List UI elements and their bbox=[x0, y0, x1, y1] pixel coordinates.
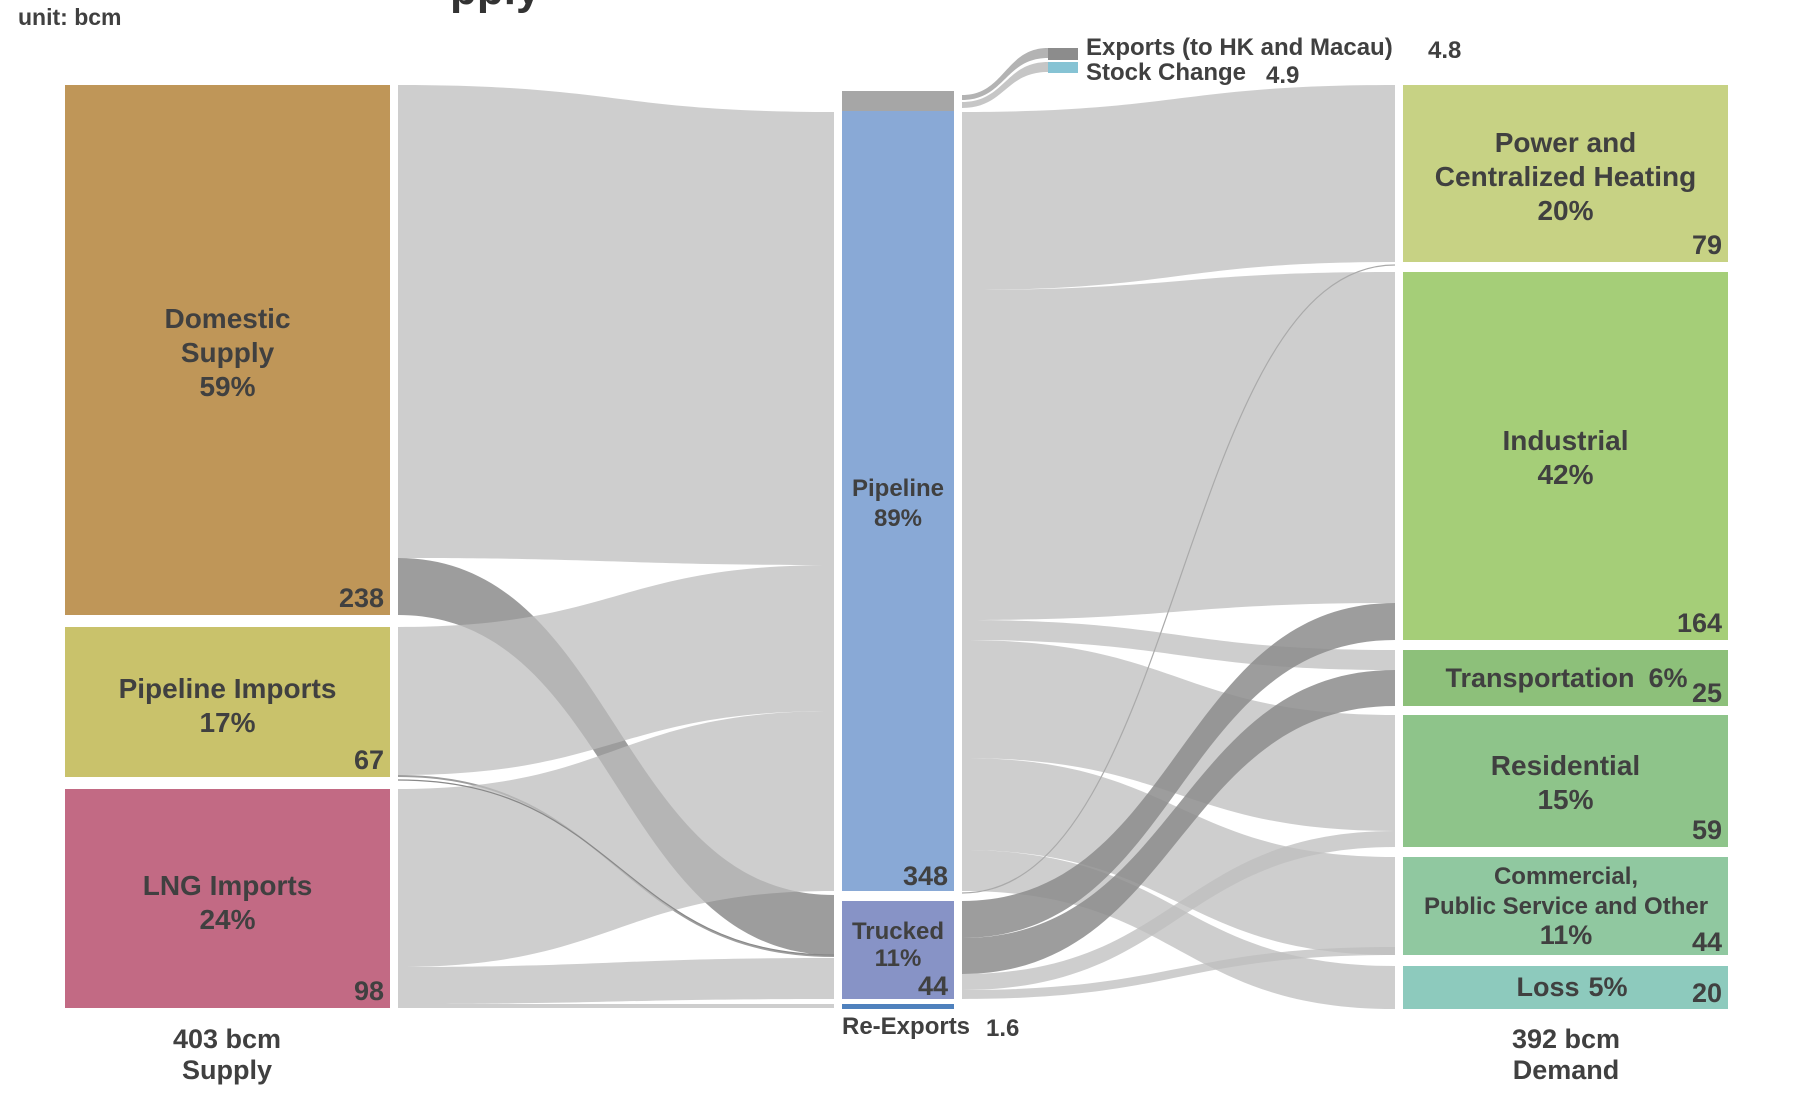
label-residential-value: 59 bbox=[1692, 815, 1722, 845]
flow-pipe-imp-trucked-line bbox=[397, 779, 835, 956]
label-power-name: Power and bbox=[1495, 127, 1637, 158]
label-commercial-pct: 11% bbox=[1540, 920, 1593, 950]
label-trucked-value: 44 bbox=[918, 971, 948, 1001]
flow-trucked-residential bbox=[962, 831, 1395, 990]
label-pipeline-pct: 89% bbox=[874, 505, 922, 532]
label-trucked-name: Trucked bbox=[852, 918, 944, 945]
node-loss bbox=[1403, 966, 1728, 1009]
label-loss-name: Loss bbox=[1516, 972, 1579, 1002]
label-commercial-value: 44 bbox=[1692, 927, 1722, 957]
flow-domestic-pipeline bbox=[398, 85, 834, 565]
node-transport bbox=[1403, 650, 1728, 706]
flow-pipeline-stock bbox=[962, 62, 1048, 108]
nodes bbox=[65, 48, 1728, 1009]
flow-trucked-commercial bbox=[962, 947, 1395, 999]
label-domestic-value: 238 bbox=[339, 583, 384, 613]
flow-links bbox=[397, 48, 1396, 1009]
label-lng-value: 98 bbox=[354, 976, 384, 1006]
label-pipe_imp-pct: 17% bbox=[199, 707, 255, 738]
label-industrial-value: 164 bbox=[1677, 608, 1722, 638]
label-trucked-pct: 11% bbox=[875, 945, 922, 972]
flow-pipeline-exports bbox=[962, 48, 1048, 100]
label-lng-pct: 24% bbox=[199, 904, 255, 935]
node-exports bbox=[1048, 48, 1078, 60]
node-pipeline bbox=[842, 111, 954, 891]
label-residential-pct: 15% bbox=[1537, 784, 1593, 815]
node-trucked bbox=[842, 901, 954, 999]
label-lng-name: LNG Imports bbox=[143, 870, 313, 901]
node-reexports bbox=[842, 1004, 954, 1009]
node-commercial bbox=[1403, 857, 1728, 955]
label-industrial-pct: 42% bbox=[1537, 459, 1593, 490]
label-exports-value: 4.8 bbox=[1428, 37, 1461, 64]
node-residential bbox=[1403, 715, 1728, 847]
label-power-name: Centralized Heating bbox=[1435, 161, 1696, 192]
flow-pipeline-commercial bbox=[962, 758, 1395, 955]
label-power-value: 79 bbox=[1692, 230, 1722, 260]
flow-trucked-power bbox=[961, 264, 1396, 894]
label-loss-value: 20 bbox=[1692, 978, 1722, 1008]
label-residential-name: Residential bbox=[1491, 750, 1640, 781]
chart-title-fragment: pply bbox=[450, 0, 541, 14]
flow-pipeline-residential bbox=[962, 640, 1395, 831]
label-industrial-name: Industrial bbox=[1502, 425, 1628, 456]
flow-trucked-transport bbox=[962, 670, 1395, 974]
label-stock-value: 4.9 bbox=[1266, 62, 1299, 89]
label-pipeline-value: 348 bbox=[903, 861, 948, 891]
label-stock-name: Stock Change bbox=[1086, 59, 1246, 86]
supply-total-label: Supply bbox=[182, 1055, 272, 1085]
node-stock bbox=[1048, 62, 1078, 73]
label-commercial-name: Commercial, bbox=[1494, 863, 1638, 890]
label-pipe_imp-name: Pipeline Imports bbox=[119, 673, 337, 704]
node-power bbox=[1403, 85, 1728, 262]
label-transport-value: 25 bbox=[1692, 678, 1722, 708]
label-reexports-name: Re-Exports bbox=[842, 1013, 970, 1040]
flow-lng-reexports bbox=[398, 1004, 834, 1008]
label-power-pct: 20% bbox=[1537, 195, 1593, 226]
flow-pipe-imp-pipeline bbox=[398, 565, 834, 775]
demand-total-value: 392 bcm bbox=[1512, 1024, 1620, 1054]
label-domestic-name: Domestic bbox=[164, 303, 290, 334]
flow-pipeline-industrial bbox=[962, 272, 1395, 620]
label-domestic-pct: 59% bbox=[199, 371, 255, 402]
label-commercial-name: Public Service and Other bbox=[1424, 893, 1708, 920]
demand-total-label: Demand bbox=[1513, 1055, 1620, 1085]
label-transport-pct: 6% bbox=[1648, 663, 1687, 693]
node-industrial bbox=[1403, 272, 1728, 640]
flow-lng-pipeline bbox=[398, 711, 834, 967]
label-reexports-value: 1.6 bbox=[986, 1015, 1019, 1042]
label-exports-name: Exports (to HK and Macau) bbox=[1086, 34, 1393, 61]
label-pipeline-name: Pipeline bbox=[852, 475, 944, 502]
flow-pipeline-power bbox=[962, 85, 1395, 290]
node-lng bbox=[65, 789, 390, 1008]
node-domestic bbox=[65, 85, 390, 615]
label-pipe_imp-value: 67 bbox=[354, 745, 384, 775]
supply-total-value: 403 bcm bbox=[173, 1024, 281, 1054]
flow-lng-trucked bbox=[398, 958, 834, 1004]
flow-trucked-industrial bbox=[962, 603, 1395, 938]
node-pipe_imp bbox=[65, 627, 390, 777]
label-loss-pct: 5% bbox=[1588, 972, 1627, 1002]
label-transport-name: Transportation bbox=[1445, 663, 1634, 693]
node-pipeline-export-cap bbox=[842, 91, 954, 111]
unit-label: unit: bcm bbox=[18, 4, 122, 30]
label-domestic-name: Supply bbox=[181, 337, 275, 368]
